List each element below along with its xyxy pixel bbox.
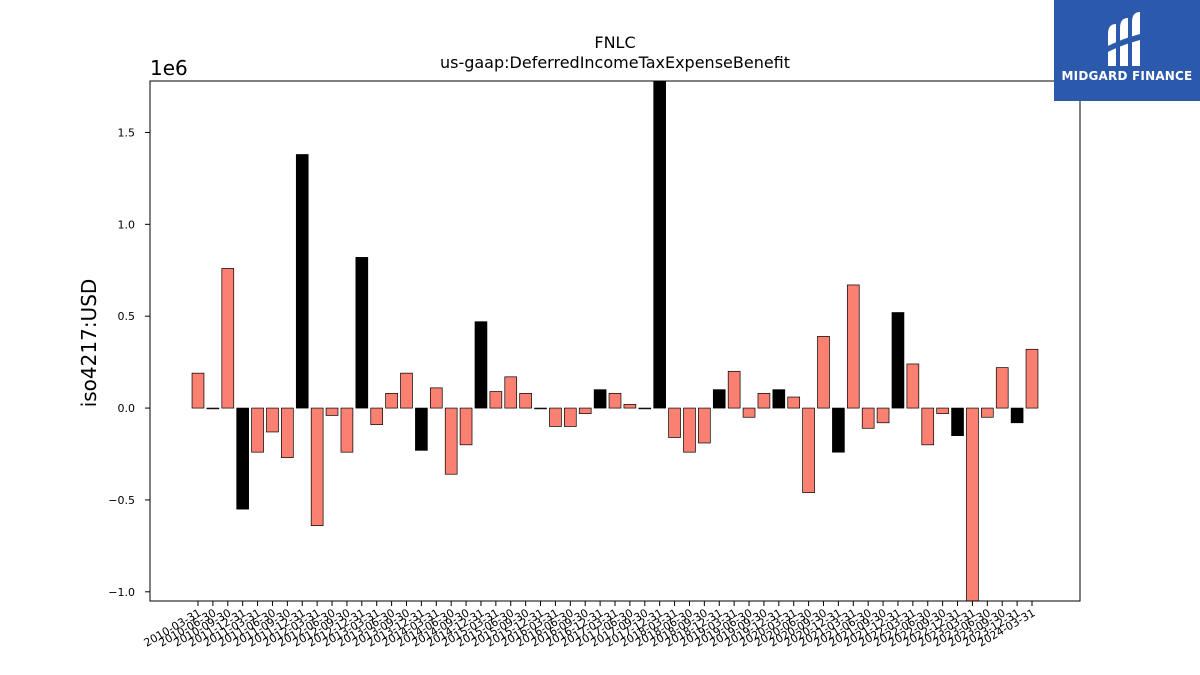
bar-2018-03-31	[668, 407, 681, 438]
plot-frame	[149, 80, 1081, 602]
bar-2018-09-30	[698, 407, 711, 444]
bar-2021-03-31	[846, 284, 860, 409]
bar-2013-03-31	[370, 407, 384, 425]
midgard-logo-icon	[1104, 12, 1148, 66]
bar-2019-09-30	[757, 393, 771, 409]
bar-2023-06-30	[981, 407, 994, 418]
bar-2022-06-30	[921, 407, 935, 446]
bar-2013-09-30	[400, 372, 413, 409]
brand-name: MIDGARD FINANCE	[1061, 69, 1193, 83]
y-tick-label: 0.0	[118, 402, 136, 415]
bar-2016-03-31	[549, 407, 562, 427]
x-axis-ticks: 2010-03-312010-06-302010-09-302011-12-31…	[142, 601, 1038, 650]
bar-2016-12-31	[593, 389, 607, 409]
bar-2018-12-31	[712, 389, 726, 409]
bar-2011-03-31	[251, 407, 264, 453]
y-tick-label: 1.5	[118, 126, 136, 139]
bar-2015-09-30	[519, 393, 532, 409]
bar-2011-12-31	[295, 154, 309, 409]
bar-2023-12-31	[1010, 407, 1024, 424]
bar-2022-09-30	[936, 407, 949, 414]
bar-2019-12-31	[772, 389, 786, 409]
bar-2023-09-30	[995, 367, 1009, 409]
bar-2020-03-31	[787, 396, 801, 409]
bar-2022-12-31	[951, 407, 964, 436]
bar-2012-12-31	[355, 257, 369, 409]
bar-2019-03-31	[727, 370, 741, 409]
bar-2011-06-30	[266, 407, 279, 433]
chart-title: FNLC	[594, 33, 635, 52]
bar-2010-12-31	[236, 407, 249, 510]
bar-2017-12-31	[653, 80, 666, 409]
y-tick-label: 0.5	[118, 310, 136, 323]
bar-2013-06-30	[385, 393, 398, 409]
bars-group	[191, 80, 1039, 602]
bar-2017-06-30	[623, 404, 637, 409]
bar-2010-03-31	[191, 372, 205, 409]
y-axis-ticks: −1.0 −0.5 0.0 0.5 1.0 1.5	[108, 126, 150, 599]
bar-2014-06-30	[444, 407, 458, 475]
bar-2012-03-31	[310, 407, 324, 527]
bar-2021-09-30	[876, 407, 890, 424]
y-tick-label: 1.0	[118, 218, 136, 231]
bar-2018-06-30	[683, 407, 696, 453]
bar-2015-06-30	[504, 376, 518, 409]
bar-2017-03-31	[608, 393, 622, 409]
bar-2020-06-30	[802, 407, 815, 493]
y-offset-text: 1e6	[150, 56, 188, 80]
bar-2020-12-31	[832, 407, 845, 453]
bar-2014-12-31	[474, 321, 488, 409]
y-tick-label: −1.0	[108, 586, 135, 599]
bar-2021-12-31	[891, 312, 905, 409]
bar-2012-06-30	[325, 407, 339, 416]
bar-2016-09-30	[578, 407, 592, 414]
bar-2011-09-30	[281, 407, 294, 459]
y-tick-label: −0.5	[108, 494, 135, 507]
bar-2019-06-30	[742, 407, 756, 418]
bar-2016-06-30	[564, 407, 577, 427]
bar-2023-03-31	[966, 407, 979, 602]
bar-2021-06-30	[861, 407, 875, 429]
bar-2017-09-30	[638, 407, 652, 410]
bar-2022-03-31	[906, 363, 920, 409]
bar-2015-03-31	[489, 391, 503, 409]
bar-2024-03-31	[1025, 348, 1039, 409]
bar-2015-12-31	[534, 407, 547, 410]
bar-2012-09-30	[340, 407, 354, 453]
bar-2013-12-31	[415, 407, 428, 451]
bar-2014-09-30	[459, 407, 473, 446]
chart-subtitle: us-gaap:DeferredIncomeTaxExpenseBenefit	[440, 53, 790, 72]
brand-logo: MIDGARD FINANCE	[1054, 0, 1200, 101]
bar-2020-09-30	[817, 336, 830, 409]
bar-2010-09-30	[221, 268, 235, 409]
bar-2014-03-31	[429, 387, 443, 409]
bar-2010-06-30	[206, 407, 220, 410]
y-axis-label: iso4217:USD	[77, 279, 101, 408]
